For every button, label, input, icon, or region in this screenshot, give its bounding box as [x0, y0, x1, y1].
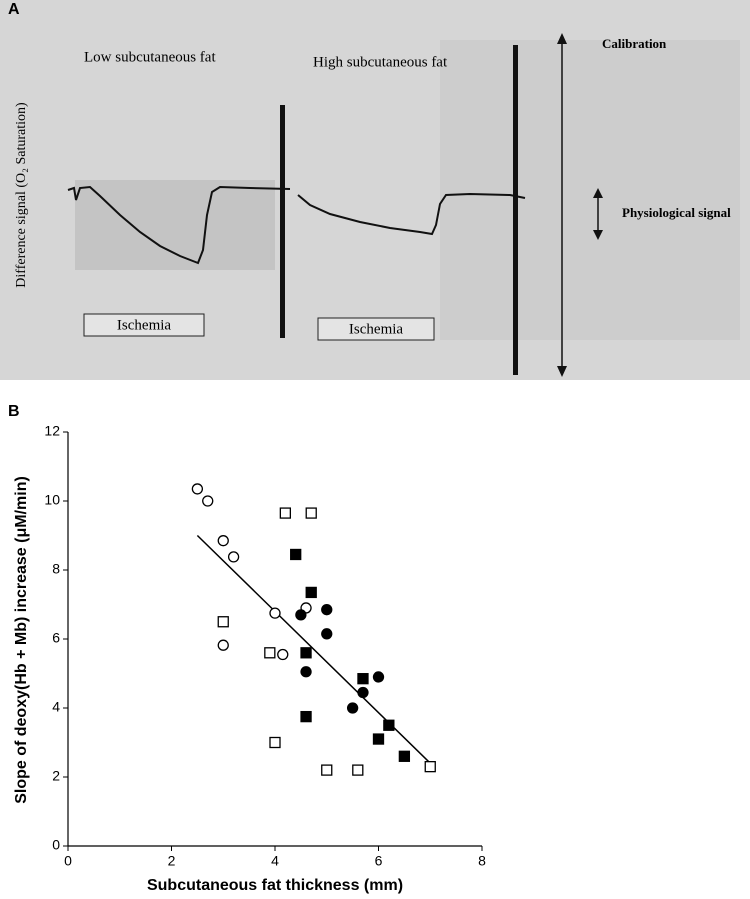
y-tick-label: 4 — [52, 699, 60, 715]
background-ghost — [75, 180, 275, 270]
point — [372, 671, 385, 683]
point — [398, 750, 411, 762]
fit-line — [196, 534, 431, 764]
y-tick-label: 0 — [52, 837, 60, 853]
point — [424, 761, 436, 773]
point — [305, 586, 317, 599]
ischemia-label: Ischemia — [117, 317, 171, 333]
y-tick-label: 2 — [52, 768, 60, 784]
point — [321, 764, 333, 776]
panel-letter: A — [8, 1, 20, 18]
ischemia-box — [83, 313, 205, 337]
trace-label: High subcutaneous fat — [313, 54, 448, 70]
y-tick-label: 8 — [52, 561, 60, 577]
point — [202, 495, 214, 507]
panel-letter: B — [8, 403, 20, 420]
annotation: Calibration — [602, 36, 667, 51]
point — [357, 673, 369, 685]
point — [227, 551, 240, 563]
y-axis-label: Slope of deoxy(Hb + Mb) increase (μM/min… — [13, 476, 30, 804]
ischemia-label: Ischemia — [349, 321, 403, 337]
point — [383, 719, 395, 731]
point — [352, 764, 364, 776]
x-tick-label: 0 — [64, 853, 72, 869]
point — [300, 647, 312, 659]
ischemia-box — [317, 317, 435, 341]
point — [269, 736, 281, 749]
point — [321, 628, 333, 640]
point — [300, 710, 312, 723]
trace — [297, 192, 526, 236]
annotation: Physiological signal — [622, 205, 731, 220]
panel-a: A Low subcutaneous fat High subcutaneous… — [0, 0, 750, 380]
point — [321, 604, 333, 616]
point — [346, 702, 359, 714]
x-tick-label: 4 — [271, 853, 279, 869]
calibration-bar — [513, 45, 518, 375]
point — [264, 647, 276, 659]
x-tick-label: 8 — [478, 853, 486, 869]
background-ghost — [440, 40, 740, 340]
point — [357, 686, 369, 699]
y-tick-label: 10 — [44, 492, 60, 508]
point — [295, 609, 307, 621]
x-tick-label: 2 — [168, 853, 176, 869]
trace-label: Low subcutaneous fat — [84, 49, 216, 65]
trace — [67, 185, 291, 265]
point — [372, 733, 385, 745]
x-axis-label: Subcutaneous fat thickness (mm) — [147, 877, 403, 894]
point — [269, 607, 281, 619]
y-tick-label: 6 — [52, 630, 60, 646]
point — [217, 616, 229, 628]
point — [290, 548, 302, 561]
calibration-bar — [280, 105, 285, 338]
point — [305, 507, 317, 519]
x-tick-label: 6 — [375, 853, 383, 869]
point — [300, 666, 312, 678]
point — [217, 535, 229, 547]
y-tick-label: 12 — [44, 423, 60, 439]
point — [279, 507, 292, 519]
point — [191, 483, 204, 495]
point — [217, 639, 229, 651]
point — [277, 648, 289, 661]
y-axis-label: Difference signal (O₂ Saturation) — [14, 102, 29, 288]
